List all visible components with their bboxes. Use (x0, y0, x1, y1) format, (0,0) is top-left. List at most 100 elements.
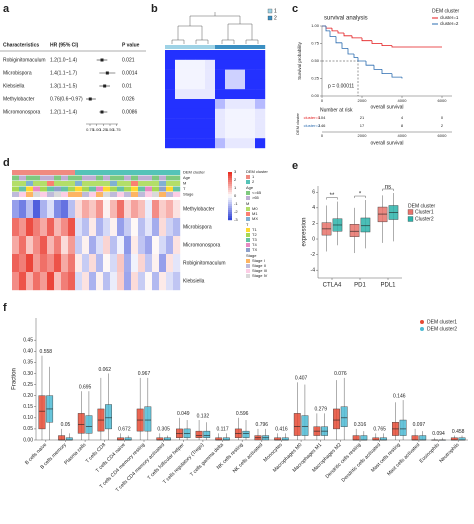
legend-label: Stage II (252, 263, 266, 268)
heatmap-cell (255, 79, 266, 90)
annotation-cell (152, 192, 160, 197)
legend-swatch (246, 264, 250, 268)
heatmap-cell (185, 118, 196, 129)
box (274, 437, 282, 441)
legend-swatch (246, 196, 250, 200)
survival-step (351, 35, 362, 39)
legend-swatch (246, 233, 250, 237)
annotation-cell (54, 170, 62, 175)
legend-label: Stage III (252, 268, 267, 273)
panel-label: f (3, 302, 7, 314)
y-tick-label: 0.50 (311, 58, 320, 63)
y-axis-label: Survival probability (297, 41, 302, 80)
heatmap-cell (166, 200, 174, 219)
heatmap-cell (165, 79, 176, 90)
risk-row-name: cluster=1 (304, 115, 321, 120)
heatmap-cell (195, 128, 206, 139)
survival-step (391, 45, 412, 48)
legend-title: Stage (246, 253, 257, 258)
y-tick-label: 2 (312, 221, 315, 227)
survival-step (373, 65, 382, 70)
annotation-cell (124, 175, 132, 181)
annotation-cell (33, 175, 41, 181)
annotation-cell (68, 175, 76, 181)
survival-step (357, 57, 366, 62)
box (340, 406, 348, 427)
heatmap-cell (245, 138, 256, 149)
colorbar-step (228, 194, 232, 197)
heatmap-cell (255, 118, 266, 129)
hr-label: 1.3(1.1~1.5) (50, 83, 77, 89)
heatmap-cell (89, 254, 97, 273)
heatmap-cell (89, 218, 97, 237)
risk-x-label: overall survival (370, 140, 403, 146)
legend-swatch (246, 180, 250, 184)
heatmap-cell (103, 200, 111, 219)
dendrogram (171, 12, 259, 44)
colorbar-step (228, 182, 232, 185)
colorbar-tick-label: 3 (234, 169, 237, 174)
heatmap-cell (19, 218, 27, 237)
annotation-cell (61, 186, 69, 192)
box (333, 408, 340, 430)
annotation-name: Age (183, 175, 191, 180)
heatmap-cell (103, 236, 111, 255)
box (411, 435, 419, 441)
heatmap-cell (26, 236, 34, 255)
legend-label: cluster=2 (440, 21, 459, 26)
annotation-cell (19, 186, 27, 192)
colorbar-step (228, 218, 232, 221)
box (242, 430, 250, 438)
hr-point (88, 97, 92, 101)
p-value: 0.021 (122, 57, 135, 63)
heatmap-cell (165, 59, 176, 70)
annotation-cell (19, 170, 27, 175)
heatmap-cell (40, 272, 48, 291)
heatmap-cell (173, 218, 181, 237)
hr-point (100, 58, 104, 62)
legend-swatch (407, 216, 414, 222)
heatmap-cell (82, 218, 90, 237)
heatmap-cell (110, 200, 118, 219)
colorbar-step (228, 200, 232, 203)
significance-bracket (326, 197, 338, 200)
cluster-bar-cell (205, 45, 216, 49)
heatmap-cell (103, 254, 111, 273)
annotation-cell (138, 192, 146, 197)
risk-count: 4 (401, 115, 404, 120)
annotation: 0.672 (118, 427, 131, 433)
annotation-cell (96, 186, 104, 192)
legend-title: DEM cluster (432, 8, 460, 14)
panel-label: e (292, 160, 298, 172)
annotation-cell (26, 170, 34, 175)
annotation-cell (40, 192, 48, 197)
legend-label: 1 (274, 8, 277, 14)
annotation-cell (173, 175, 181, 181)
significance-bracket (354, 195, 366, 199)
survival-step (381, 69, 392, 74)
heatmap-cell (103, 272, 111, 291)
heatmap-cell (124, 236, 132, 255)
annotation-cell (19, 175, 27, 181)
heatmap-cell (245, 108, 256, 119)
heatmap-cell (82, 254, 90, 273)
annotation-cell (19, 181, 27, 186)
legend-label: Stage IV (252, 273, 268, 278)
annotation-cell (103, 170, 111, 175)
annotation-cell (131, 170, 139, 175)
heatmap-cell (195, 79, 206, 90)
heatmap-cell (26, 218, 34, 237)
cluster-bar-cell (195, 45, 206, 49)
legend-swatch (267, 15, 273, 21)
y-tick-label: 0 (312, 236, 315, 242)
heatmap-cell (235, 79, 246, 90)
annotation-cell (173, 170, 181, 175)
annotation-cell (173, 181, 181, 186)
y-tick-label: 0.00 (23, 437, 33, 443)
legend-label: T4 (252, 242, 257, 247)
survival-step (365, 61, 374, 66)
heatmap-cell (215, 79, 226, 90)
heatmap-cell (152, 254, 160, 273)
legend-title: Age (246, 185, 254, 190)
heatmap-cell (215, 89, 226, 100)
